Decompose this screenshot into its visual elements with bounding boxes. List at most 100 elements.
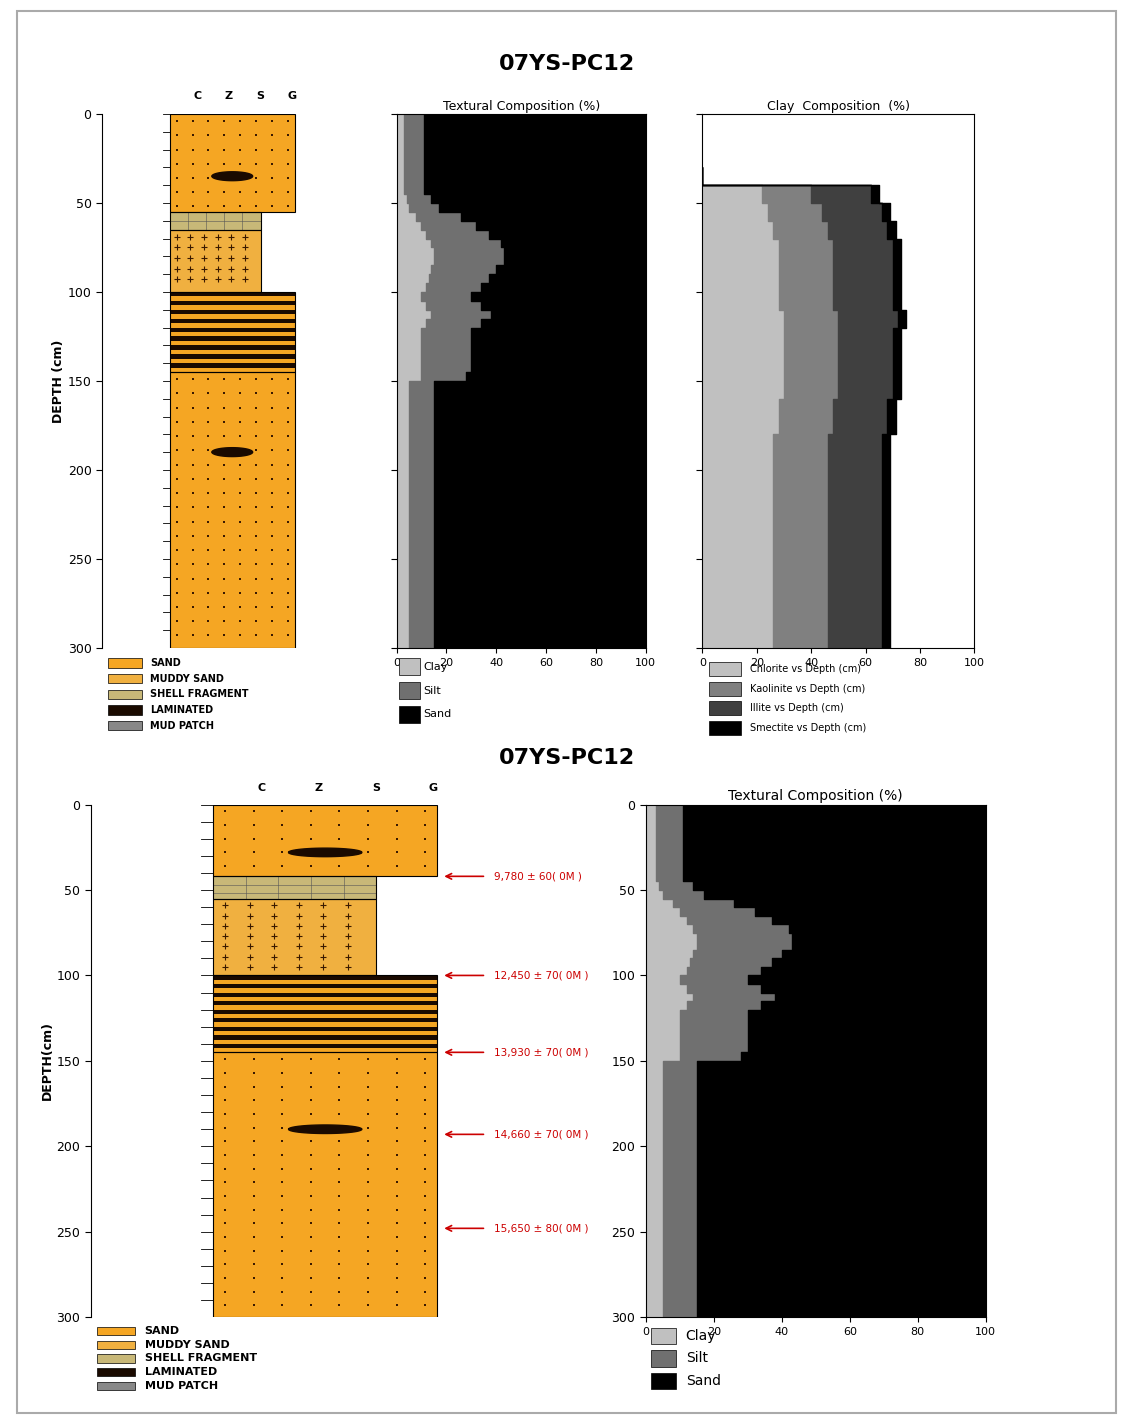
Text: Silt: Silt (424, 685, 442, 696)
Bar (399, 682, 419, 699)
Bar (170, 292, 295, 372)
Bar (170, 372, 295, 648)
Bar (170, 300, 295, 305)
Bar (170, 114, 295, 212)
Text: G: G (288, 91, 297, 101)
Bar (97, 1368, 135, 1376)
Bar (213, 1027, 437, 1031)
Bar (399, 706, 419, 723)
Bar (213, 876, 376, 899)
Text: Smectite vs Depth (cm): Smectite vs Depth (cm) (750, 723, 867, 733)
Bar (170, 372, 295, 648)
Bar (170, 292, 295, 296)
Polygon shape (212, 451, 253, 457)
Bar (170, 229, 261, 292)
Bar (213, 1052, 437, 1317)
Text: Kaolinite vs Depth (cm): Kaolinite vs Depth (cm) (750, 684, 866, 693)
Bar (213, 805, 437, 876)
Text: SAND: SAND (145, 1326, 180, 1336)
Polygon shape (289, 853, 361, 857)
Bar (97, 1381, 135, 1390)
Bar (213, 876, 376, 899)
Bar (399, 658, 419, 675)
Bar (709, 682, 741, 696)
Bar (709, 662, 741, 676)
Bar (709, 721, 741, 735)
Text: Sand: Sand (424, 709, 452, 719)
Bar (213, 975, 437, 980)
Title: Clay  Composition  (%): Clay Composition (%) (767, 100, 910, 112)
Bar (213, 1052, 437, 1317)
Polygon shape (212, 172, 253, 177)
Bar (108, 705, 142, 715)
Bar (213, 899, 376, 975)
Bar (170, 319, 295, 323)
Text: Clay: Clay (685, 1329, 716, 1343)
Text: SHELL FRAGMENT: SHELL FRAGMENT (150, 689, 248, 699)
Bar (170, 345, 295, 350)
Bar (709, 701, 741, 715)
Text: 14,660 ± 70( 0M ): 14,660 ± 70( 0M ) (494, 1129, 589, 1139)
Bar (650, 1350, 675, 1367)
Polygon shape (212, 447, 253, 451)
Bar (170, 355, 295, 359)
Bar (213, 1010, 437, 1014)
Y-axis label: DEPTH(cm): DEPTH(cm) (41, 1021, 53, 1101)
Bar (170, 328, 295, 332)
Bar (213, 975, 437, 1052)
Text: Sand: Sand (685, 1374, 721, 1388)
Text: SAND: SAND (150, 658, 181, 668)
Text: MUD PATCH: MUD PATCH (150, 721, 214, 731)
Text: Z: Z (315, 783, 323, 793)
Text: 07YS-PC12: 07YS-PC12 (499, 54, 634, 74)
Text: 13,930 ± 70( 0M ): 13,930 ± 70( 0M ) (494, 1047, 589, 1058)
Text: MUDDY SAND: MUDDY SAND (150, 674, 224, 684)
Bar (170, 336, 295, 340)
Text: C: C (258, 783, 266, 793)
Text: SHELL FRAGMENT: SHELL FRAGMENT (145, 1353, 257, 1364)
Bar (97, 1327, 135, 1336)
Bar (97, 1341, 135, 1349)
Bar (108, 658, 142, 668)
Title: Textural Composition (%): Textural Composition (%) (729, 789, 903, 803)
Y-axis label: DEPTH (cm): DEPTH (cm) (52, 339, 65, 423)
Text: LAMINATED: LAMINATED (145, 1367, 216, 1377)
Text: 9,780 ± 60( 0M ): 9,780 ± 60( 0M ) (494, 871, 582, 881)
Text: G: G (428, 783, 437, 793)
Bar (213, 984, 437, 988)
Polygon shape (289, 849, 361, 853)
Text: Clay: Clay (424, 662, 449, 672)
Bar (170, 363, 295, 367)
Text: MUD PATCH: MUD PATCH (145, 1381, 218, 1391)
Bar (108, 721, 142, 731)
Bar (213, 993, 437, 997)
Text: Chlorite vs Depth (cm): Chlorite vs Depth (cm) (750, 664, 861, 674)
Text: Z: Z (224, 91, 233, 101)
Text: 15,650 ± 80( 0M ): 15,650 ± 80( 0M ) (494, 1223, 589, 1233)
Text: Silt: Silt (685, 1351, 708, 1366)
Text: 12,450 ± 70( 0M ): 12,450 ± 70( 0M ) (494, 970, 589, 981)
Text: Illite vs Depth (cm): Illite vs Depth (cm) (750, 703, 844, 713)
Bar (650, 1327, 675, 1344)
Bar (108, 689, 142, 699)
Bar (170, 292, 295, 372)
Title: Textural Composition (%): Textural Composition (%) (443, 100, 599, 112)
Bar (170, 212, 261, 229)
Bar (213, 899, 376, 975)
Bar (170, 212, 261, 229)
Text: S: S (372, 783, 381, 793)
Polygon shape (289, 1129, 361, 1134)
Text: C: C (193, 91, 202, 101)
Bar (213, 805, 437, 876)
Text: 07YS-PC12: 07YS-PC12 (499, 748, 634, 768)
Bar (213, 1044, 437, 1048)
Bar (97, 1354, 135, 1363)
Text: MUDDY SAND: MUDDY SAND (145, 1340, 229, 1350)
Bar (213, 1001, 437, 1005)
Bar (170, 229, 261, 292)
Bar (170, 309, 295, 315)
Text: S: S (256, 91, 265, 101)
Bar (213, 1035, 437, 1040)
Bar (650, 1373, 675, 1390)
Bar (108, 674, 142, 684)
